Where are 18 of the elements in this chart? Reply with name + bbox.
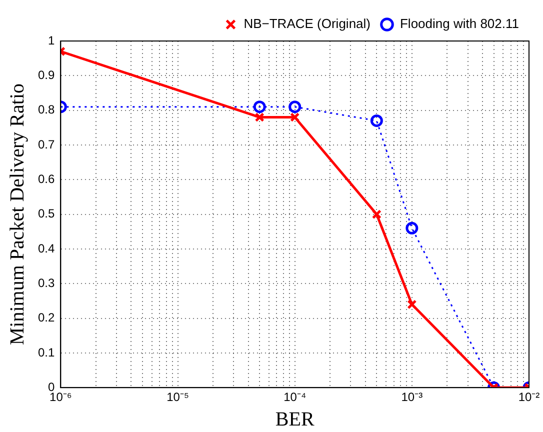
legend-label: NB−TRACE (Original): [244, 16, 370, 32]
y-axis-title: Minimum Packet Delivery Ratio: [6, 83, 28, 346]
y-tick-label: 0.5: [38, 206, 55, 221]
y-tick-label: 0.7: [38, 137, 55, 152]
x-axis-title: BER: [275, 408, 315, 430]
y-tick-label: 0.6: [38, 172, 55, 186]
y-tick-label: 0.9: [38, 68, 55, 82]
y-tick-label: 0.3: [38, 276, 55, 290]
y-tick-label: 0.4: [38, 241, 55, 256]
y-tick-label: 0.8: [38, 102, 55, 117]
x-tick-label: 10⁻⁴: [284, 390, 306, 404]
legend-label: Flooding with 802.11: [400, 16, 520, 32]
y-tick-label: 1: [48, 33, 55, 48]
x-tick-label: 10⁻³: [401, 390, 423, 404]
y-tick-label: 0.1: [38, 345, 55, 360]
y-tick-label: 0.2: [38, 310, 55, 325]
x-tick-label: 10⁻²: [518, 390, 540, 404]
x-tick-label: 10⁻⁵: [166, 390, 189, 404]
